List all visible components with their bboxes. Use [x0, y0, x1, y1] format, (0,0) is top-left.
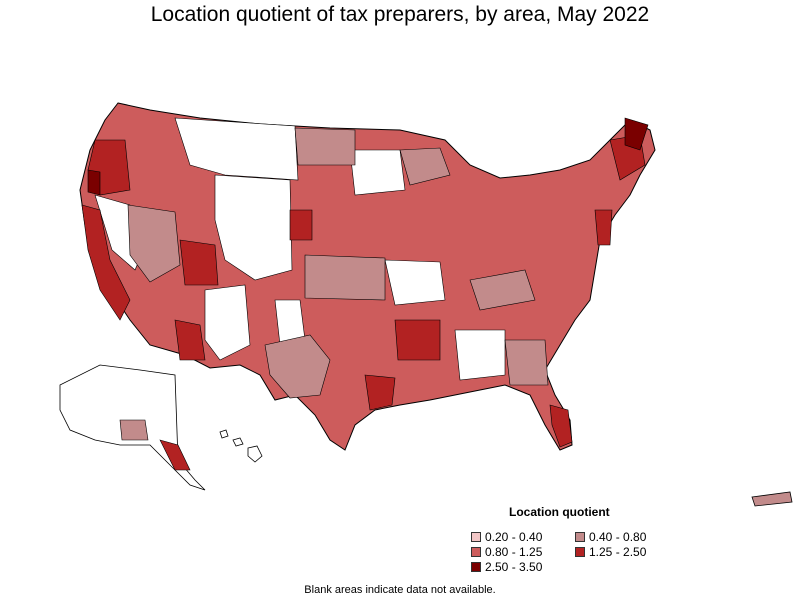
- lq-region-nevada: [127, 204, 181, 283]
- lq-region-nebraska-west: [289, 209, 313, 241]
- lq-region-appalachia: [469, 269, 536, 311]
- lq-region-mississippi: [394, 319, 441, 361]
- lq-region-gulf-coast: [364, 374, 396, 411]
- lq-region-florida-south: [549, 404, 573, 448]
- alaska-region-anchorage: [119, 419, 149, 441]
- lq-region-california-coast: [81, 204, 131, 321]
- legend-label-3: 1.25 - 2.50: [589, 545, 647, 559]
- lq-region-west-texas: [264, 334, 331, 399]
- no-data-region-iowa-minnesota: [349, 149, 406, 196]
- hawaii-islands: [219, 429, 263, 463]
- legend-item-0: 0.20 - 0.40: [471, 530, 542, 544]
- legend-swatch-2: [471, 547, 481, 557]
- lq-region-oregon-northwest: [87, 169, 101, 196]
- lq-region-georgia: [504, 339, 549, 386]
- legend-swatch-0: [471, 532, 481, 542]
- legend-swatch-3: [575, 547, 585, 557]
- no-data-region-wyoming-colorado: [214, 174, 293, 281]
- lq-region-arizona-south: [174, 319, 206, 361]
- legend-item-1: 0.40 - 0.80: [575, 530, 646, 544]
- map-title: Location quotient of tax preparers, by a…: [150, 3, 650, 26]
- lq-region-kansas: [304, 254, 386, 301]
- legend-item-2: 0.80 - 1.25: [471, 545, 542, 559]
- lq-region-wisconsin-michigan: [399, 147, 451, 186]
- lq-region-new-jersey: [594, 209, 613, 246]
- legend-item-3: 1.25 - 2.50: [575, 545, 646, 559]
- legend-title: Location quotient: [509, 505, 610, 519]
- no-data-region-deep-south: [454, 329, 506, 381]
- legend-label-1: 0.40 - 0.80: [589, 530, 647, 544]
- no-data-region-montana: [174, 117, 299, 181]
- legend-label-2: 0.80 - 1.25: [485, 545, 543, 559]
- alaska-region-southeast: [159, 439, 191, 471]
- legend-label-0: 0.20 - 0.40: [485, 530, 543, 544]
- puerto-rico: [751, 491, 793, 507]
- lq-region-north-dakota: [294, 127, 356, 166]
- no-data-region-missouri-arkansas: [384, 259, 446, 306]
- legend-swatch-4: [471, 562, 481, 572]
- lq-region-utah: [179, 239, 219, 286]
- footnote: Blank areas indicate data not available.: [304, 584, 496, 596]
- legend-item-4: 2.50 - 3.50: [471, 560, 542, 574]
- no-data-region-new-mexico-west: [204, 284, 251, 361]
- legend-label-4: 2.50 - 3.50: [485, 560, 543, 574]
- lq-region-maine: [624, 117, 649, 151]
- legend-swatch-1: [575, 532, 585, 542]
